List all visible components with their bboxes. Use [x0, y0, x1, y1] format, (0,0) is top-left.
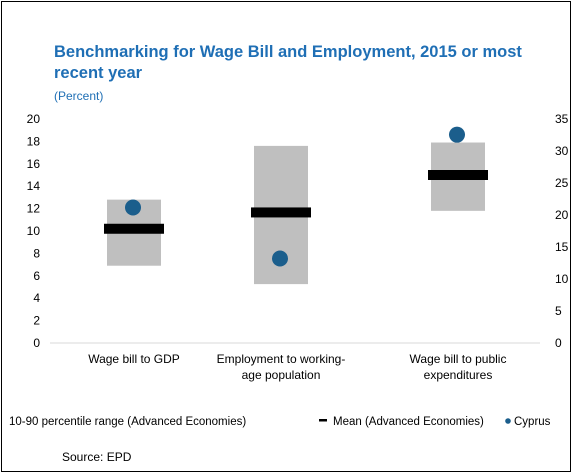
left-tick-label-5: 10: [27, 224, 41, 238]
source-note: Source: EPD: [62, 450, 132, 464]
cyprus-dot-1: [272, 250, 288, 267]
mean-marker-1: [251, 207, 311, 218]
left-tick-label-7: 14: [27, 179, 41, 193]
right-tick-label-5: 25: [555, 176, 569, 190]
chart-subtitle: (Percent): [54, 89, 104, 103]
cyprus-markers: [125, 126, 465, 267]
legend-range-label: 10-90 percentile range (Advanced Economi…: [9, 416, 246, 428]
left-tick-label-1: 2: [33, 314, 40, 328]
left-tick-label-9: 18: [27, 134, 41, 148]
mean-marker-2: [428, 170, 488, 180]
category-labels: Wage bill to GDP Employment to working-ag…: [88, 352, 506, 382]
legend-cyprus-swatch: [505, 418, 511, 424]
right-tick-label-1: 5: [555, 304, 562, 318]
left-tick-label-10: 20: [27, 112, 41, 126]
legend-mean-swatch: [319, 419, 327, 422]
legend-mean-label: Mean (Advanced Economies): [333, 416, 484, 428]
category-label-1: Employment to working-age population: [217, 352, 346, 382]
left-tick-label-3: 6: [33, 269, 40, 283]
right-tick-label-3: 15: [555, 240, 569, 254]
right-axis: 0 5 10 15 20 25 30 35: [555, 112, 569, 350]
left-tick-label-2: 4: [33, 291, 40, 305]
right-tick-label-4: 20: [555, 208, 569, 222]
right-tick-label-2: 10: [555, 272, 569, 286]
chart-title: Benchmarking for Wage Bill and Employmen…: [54, 43, 522, 82]
mean-markers: [104, 170, 488, 234]
right-tick-label-6: 30: [555, 144, 569, 158]
left-tick-label-6: 12: [27, 202, 41, 216]
category-label-0: Wage bill to GDP: [88, 352, 180, 366]
legend-cyprus-label: Cyprus: [514, 416, 551, 428]
mean-marker-0: [104, 223, 164, 234]
category-label-2: Wage bill to public expenditures: [410, 352, 507, 382]
cyprus-dot-0: [125, 199, 141, 216]
left-tick-label-4: 8: [33, 246, 40, 260]
right-tick-label-7: 35: [555, 112, 569, 126]
left-tick-label-0: 0: [33, 336, 40, 350]
right-tick-label-0: 0: [555, 336, 562, 350]
left-axis: 0 2 4 6 8 10 12 14 16 18 20: [27, 112, 41, 350]
legend: 10-90 percentile range (Advanced Economi…: [9, 416, 551, 428]
cyprus-dot-2: [449, 126, 465, 143]
left-tick-label-8: 16: [27, 157, 41, 171]
